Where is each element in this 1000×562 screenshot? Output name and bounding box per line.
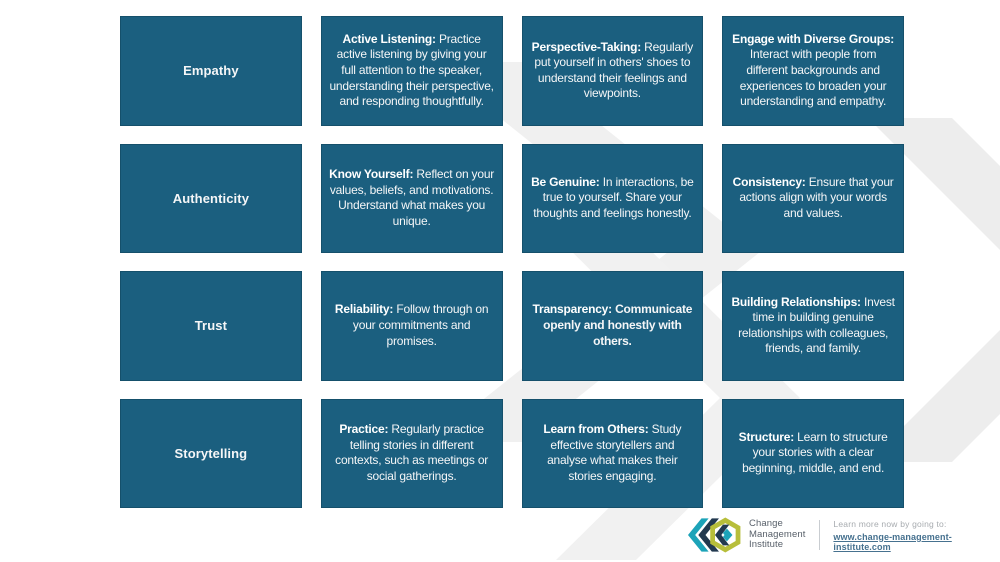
- tip-cell-perspective-taking: Perspective-Taking: Regularly put yourse…: [521, 16, 704, 126]
- row-label-empathy: Empathy: [120, 16, 302, 126]
- cmi-logo-icon: [688, 517, 741, 553]
- cmi-logo-wordmark: Change Management Institute: [749, 518, 805, 551]
- tip-cell-reliability: Reliability: Follow through on your comm…: [320, 271, 503, 381]
- row-label-text: Authenticity: [172, 190, 250, 206]
- row-label-text: Storytelling: [174, 445, 248, 461]
- website-link[interactable]: www.change-management-institute.com: [833, 531, 952, 552]
- logo-line: Institute: [749, 539, 784, 551]
- row-label-text: Trust: [194, 318, 228, 334]
- tip-cell-learn-from-others: Learn from Others: Study effective story…: [521, 398, 704, 508]
- tip-cell-engage-diverse-groups: Engage with Diverse Groups: Interact wit…: [722, 16, 904, 126]
- learn-more-block: Learn more now by going to: www.change-m…: [833, 519, 1000, 552]
- tip-text: Engage with Diverse Groups: Interact wit…: [732, 31, 895, 109]
- skills-grid: Empathy Active Listening: Practice activ…: [120, 16, 904, 508]
- tip-text: Structure: Learn to structure your stori…: [738, 429, 888, 476]
- row-label-authenticity: Authenticity: [120, 143, 302, 253]
- tip-cell-active-listening: Active Listening: Practice active listen…: [320, 16, 503, 126]
- footer: Change Management Institute Learn more n…: [688, 511, 1000, 559]
- tip-cell-building-relationships: Building Relationships: Invest time in b…: [722, 271, 904, 381]
- tip-text: Perspective-Taking: Regularly put yourse…: [531, 39, 694, 101]
- watermark-chevron-inner-right: [962, 196, 1000, 384]
- tip-text: Active Listening: Practice active listen…: [329, 31, 494, 109]
- tip-text: Be Genuine: In interactions, be true to …: [531, 174, 694, 221]
- tip-cell-be-genuine: Be Genuine: In interactions, be true to …: [521, 143, 704, 253]
- tip-text: Consistency: Ensure that your actions al…: [732, 174, 894, 221]
- tip-cell-practice: Practice: Regularly practice telling sto…: [320, 398, 503, 508]
- tip-cell-consistency: Consistency: Ensure that your actions al…: [722, 143, 904, 253]
- tip-cell-transparency: Transparency: Communicate openly and hon…: [521, 271, 704, 381]
- row-label-text: Empathy: [183, 63, 239, 79]
- learn-more-text: Learn more now by going to:: [833, 518, 947, 529]
- tip-text: Practice: Regularly practice telling sto…: [335, 422, 489, 483]
- tip-cell-structure: Structure: Learn to structure your stori…: [722, 398, 904, 508]
- tip-text: Learn from Others: Study effective story…: [543, 422, 682, 483]
- row-label-trust: Trust: [120, 271, 302, 381]
- tip-cell-know-yourself: Know Yourself: Reflect on your values, b…: [320, 143, 503, 253]
- footer-divider: [819, 520, 821, 550]
- tip-text: Reliability: Follow through on your comm…: [334, 302, 489, 348]
- tip-text: Building Relationships: Invest time in b…: [731, 294, 895, 356]
- row-label-storytelling: Storytelling: [120, 398, 302, 508]
- tip-text: Know Yourself: Reflect on your values, b…: [329, 167, 495, 228]
- tip-text: Transparency: Communicate openly and hon…: [532, 302, 693, 348]
